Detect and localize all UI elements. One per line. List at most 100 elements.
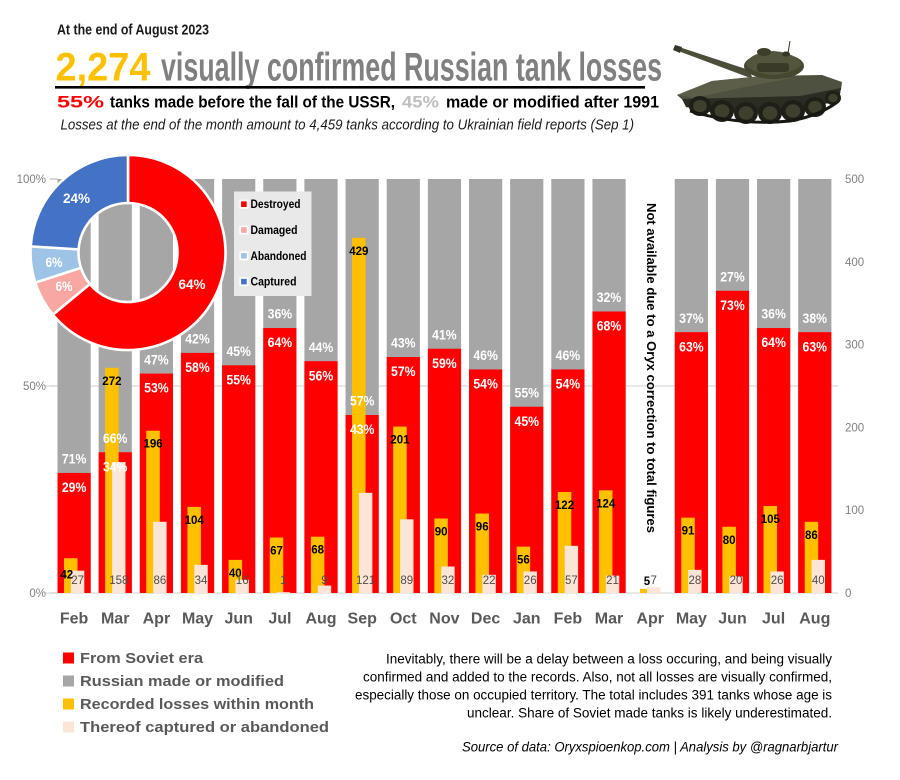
svg-text:55%: 55%	[226, 372, 251, 387]
svg-text:Jun: Jun	[224, 611, 252, 628]
svg-text:Apr: Apr	[636, 611, 664, 628]
svg-text:Damaged: Damaged	[251, 225, 298, 237]
svg-text:64%: 64%	[179, 276, 207, 292]
svg-text:91: 91	[682, 526, 695, 538]
svg-text:27: 27	[71, 575, 84, 587]
svg-text:Apr: Apr	[143, 611, 171, 628]
svg-text:21: 21	[606, 575, 619, 587]
svg-text:29%: 29%	[62, 480, 87, 495]
svg-text:55%: 55%	[57, 93, 104, 112]
svg-text:46%: 46%	[473, 348, 498, 363]
svg-text:7: 7	[650, 575, 656, 587]
svg-text:45%: 45%	[226, 344, 251, 359]
svg-text:May: May	[182, 611, 213, 628]
svg-text:57%: 57%	[350, 394, 375, 409]
svg-text:Inevitably, there will be a de: Inevitably, there will be a delay betwee…	[386, 652, 832, 667]
svg-text:especially those on occupied t: especially those on occupied territory. …	[355, 688, 832, 703]
svg-text:May: May	[676, 611, 707, 628]
svg-text:68: 68	[311, 545, 324, 557]
svg-text:43%: 43%	[391, 336, 416, 351]
svg-text:9: 9	[321, 575, 327, 587]
svg-text:64%: 64%	[268, 335, 293, 350]
svg-text:Abandoned: Abandoned	[251, 251, 307, 263]
svg-text:made or modified after 1991: made or modified after 1991	[446, 93, 659, 112]
svg-text:2,274: 2,274	[56, 46, 152, 90]
svg-text:44%: 44%	[309, 340, 334, 355]
svg-text:34%: 34%	[103, 459, 128, 474]
svg-text:26: 26	[771, 575, 784, 587]
svg-text:Mar: Mar	[101, 611, 129, 628]
svg-text:46%: 46%	[556, 348, 581, 363]
svg-text:unclear. Share of Soviet made: unclear. Share of Soviet made tanks is l…	[467, 706, 832, 721]
svg-text:Jul: Jul	[268, 611, 291, 628]
svg-text:Recorded losses within month: Recorded losses within month	[80, 696, 314, 713]
svg-text:41%: 41%	[432, 327, 457, 342]
svg-text:Nov: Nov	[429, 611, 459, 628]
svg-text:Thereof captured or abandoned: Thereof captured or abandoned	[80, 719, 329, 736]
svg-text:104: 104	[185, 515, 205, 527]
svg-text:400: 400	[845, 257, 864, 269]
svg-text:158: 158	[109, 575, 128, 587]
svg-text:Feb: Feb	[60, 611, 89, 628]
svg-text:89: 89	[400, 575, 413, 587]
svg-text:confirmed and added to the rec: confirmed and added to the records. Also…	[363, 670, 832, 685]
svg-text:42: 42	[60, 570, 73, 582]
svg-text:0%: 0%	[29, 588, 46, 600]
svg-text:56: 56	[517, 555, 530, 567]
svg-text:68%: 68%	[597, 319, 622, 334]
svg-text:Jul: Jul	[762, 611, 785, 628]
svg-text:42%: 42%	[185, 332, 210, 347]
svg-text:300: 300	[845, 340, 864, 352]
svg-text:272: 272	[102, 376, 121, 388]
svg-text:Jun: Jun	[718, 611, 746, 628]
svg-text:37%: 37%	[679, 311, 704, 326]
svg-text:1: 1	[280, 575, 286, 587]
svg-text:27%: 27%	[720, 270, 745, 285]
svg-text:53%: 53%	[144, 381, 169, 396]
svg-text:54%: 54%	[473, 377, 498, 392]
svg-text:105: 105	[761, 514, 781, 526]
svg-text:From Soviet era: From Soviet era	[80, 650, 204, 667]
svg-text:5: 5	[644, 576, 651, 588]
svg-text:90: 90	[435, 527, 448, 539]
svg-text:tanks made before the fall of: tanks made before the fall of the USSR,	[110, 93, 395, 112]
svg-text:Destroyed: Destroyed	[251, 199, 301, 211]
svg-text:63%: 63%	[803, 339, 828, 354]
svg-text:40: 40	[229, 568, 242, 580]
svg-text:55%: 55%	[515, 385, 540, 400]
svg-text:Aug: Aug	[305, 611, 336, 628]
svg-text:26: 26	[524, 575, 537, 587]
svg-text:Russian made or modified: Russian made or modified	[80, 673, 284, 690]
svg-text:47%: 47%	[144, 352, 169, 367]
svg-text:71%: 71%	[62, 452, 87, 467]
svg-text:Oct: Oct	[390, 611, 417, 628]
svg-text:36%: 36%	[268, 307, 293, 322]
svg-text:67: 67	[270, 546, 283, 558]
svg-text:124: 124	[596, 498, 616, 510]
svg-text:57%: 57%	[391, 364, 416, 379]
svg-text:Not available due to a Oryx co: Not available due to a Oryx correction t…	[644, 203, 658, 533]
svg-text:Source of data: Oryxspioenkop.: Source of data: Oryxspioenkop.com | Anal…	[462, 739, 839, 755]
svg-text:57: 57	[565, 575, 578, 587]
svg-text:56%: 56%	[309, 368, 334, 383]
svg-text:43%: 43%	[350, 422, 375, 437]
svg-text:32%: 32%	[597, 290, 622, 305]
svg-text:73%: 73%	[720, 298, 745, 313]
svg-text:Sep: Sep	[348, 611, 378, 628]
svg-text:At the end of August 2023: At the end of August 2023	[57, 22, 209, 39]
svg-text:429: 429	[349, 246, 368, 258]
svg-text:86: 86	[154, 575, 167, 587]
svg-text:100: 100	[845, 505, 864, 517]
svg-text:0: 0	[845, 588, 851, 600]
svg-text:58%: 58%	[185, 360, 210, 375]
svg-text:38%: 38%	[803, 311, 828, 326]
svg-text:196: 196	[144, 439, 163, 451]
svg-text:200: 200	[845, 422, 864, 434]
svg-text:80: 80	[723, 535, 736, 547]
svg-text:54%: 54%	[556, 377, 581, 392]
svg-text:50%: 50%	[23, 381, 46, 393]
svg-text:16: 16	[236, 575, 249, 587]
svg-text:121: 121	[356, 575, 375, 587]
svg-text:63%: 63%	[679, 339, 704, 354]
svg-text:59%: 59%	[432, 356, 457, 371]
